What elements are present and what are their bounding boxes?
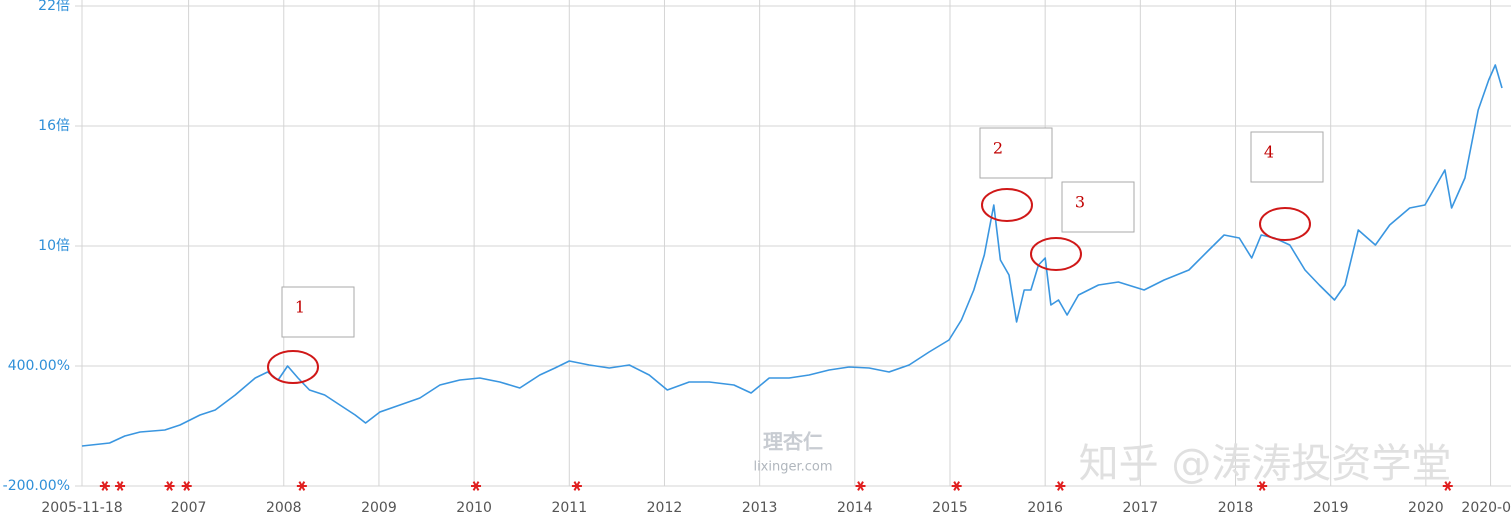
y-tick-label: 16倍	[38, 118, 70, 134]
data-line	[81, 64, 1503, 447]
event-marker	[471, 481, 482, 491]
annotation-label: 4	[1264, 143, 1274, 162]
event-marker	[115, 481, 126, 491]
x-tick-label: 2014	[837, 500, 873, 516]
x-tick-label: 2020	[1408, 500, 1444, 516]
event-marker	[951, 481, 962, 491]
event-marker	[164, 481, 175, 491]
x-tick-label: 2008	[266, 500, 302, 516]
event-marker	[855, 481, 866, 491]
x-tick-label: 2015	[932, 500, 968, 516]
x-tick-label: 2011	[551, 500, 587, 516]
annotation-circle	[267, 350, 319, 384]
event-marker	[99, 481, 110, 491]
event-marker	[296, 481, 307, 491]
x-tick-label: 2020-0	[1461, 500, 1511, 516]
x-tick-label: 2007	[171, 500, 207, 516]
x-tick-label: 2010	[456, 500, 492, 516]
y-tick-label: -200.00%	[3, 478, 70, 494]
annotation-label: 2	[993, 139, 1003, 158]
event-marker	[1442, 481, 1453, 491]
event-marker	[1055, 481, 1066, 491]
x-tick-label: 2016	[1027, 500, 1063, 516]
annotation-circle	[1259, 207, 1311, 241]
watermark-site: lixinger.com	[753, 460, 832, 475]
event-marker	[1257, 481, 1268, 491]
annotation-box	[979, 127, 1053, 179]
x-tick-label: 2012	[647, 500, 683, 516]
x-tick-label: 2009	[361, 500, 397, 516]
annotation-circle	[981, 188, 1033, 222]
x-tick-label: 2017	[1123, 500, 1159, 516]
y-tick-label: 400.00%	[8, 358, 70, 374]
watermark-logo: 理杏仁	[763, 430, 823, 454]
x-tick-label: 2005-11-18	[41, 500, 122, 516]
annotation-label: 1	[295, 298, 305, 317]
event-marker	[181, 481, 192, 491]
annotation-box	[281, 286, 355, 338]
annotation-box	[1250, 131, 1324, 183]
x-tick-label: 2013	[742, 500, 778, 516]
event-marker	[571, 481, 582, 491]
watermark-author: 知乎 @涛涛投资学堂	[1079, 441, 1452, 487]
x-tick-label: 2019	[1313, 500, 1349, 516]
y-tick-label: 10倍	[38, 238, 70, 254]
y-tick-label: 22倍	[38, 0, 70, 14]
x-tick-label: 2018	[1218, 500, 1254, 516]
annotation-circle	[1030, 237, 1082, 271]
annotation-label: 3	[1075, 193, 1085, 212]
annotation-box	[1061, 181, 1135, 233]
